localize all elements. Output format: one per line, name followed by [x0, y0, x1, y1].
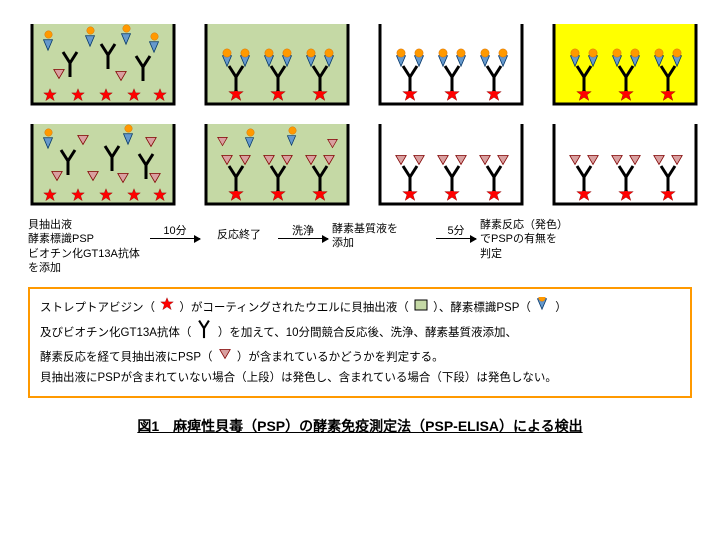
well-r1c2	[202, 20, 352, 110]
arrow3-label: 5分	[447, 222, 464, 238]
well-r1c1	[28, 20, 178, 110]
well-r2c1	[28, 120, 178, 210]
well-r2c3	[376, 120, 526, 210]
legend-text: ）	[555, 302, 567, 314]
figure-title: 図1 麻痺性貝毒（PSP）の酵素免疫測定法（PSP-ELISA）による検出	[20, 416, 700, 436]
arrow-icon	[278, 238, 328, 239]
arrow-icon	[150, 238, 200, 239]
psp-blue-icon	[536, 297, 550, 319]
arrow2-label: 洗浄	[292, 222, 314, 238]
wells-grid	[28, 20, 700, 210]
legend-line4: 貝抽出液にPSPが含まれていない場合（上段）は発色し、含まれている場合（下段）は…	[40, 368, 680, 389]
step2-label: 反応終了	[204, 228, 274, 242]
triangle-pink-icon	[218, 347, 232, 368]
legend-text: 及びビオチン化GT13A抗体（	[40, 327, 191, 339]
step1-label: 貝抽出液 酵素標識PSP ビオチン化GT13A抗体 を添加	[28, 218, 146, 275]
well-green-icon	[414, 298, 428, 319]
legend-line2: 及びビオチン化GT13A抗体（ ）を加えて、10分間競合反応後、洗浄、酵素基質液…	[40, 319, 680, 347]
legend-text: ストレプトアビジン（	[40, 302, 155, 314]
arrow-icon	[436, 238, 476, 239]
legend-line3: 酵素反応を経て貝抽出液にPSP（ ）が含まれているかどうかを判定する。	[40, 347, 680, 368]
well-r2c4	[550, 120, 700, 210]
legend-box: ストレプトアビジン（ ）がコーティングされたウエルに貝抽出液（ ）、酵素標識PS…	[28, 287, 692, 398]
step4-label: 酵素反応（発色） でPSPの有無を 判定	[480, 218, 610, 261]
legend-text: 酵素反応を経て貝抽出液にPSP（	[40, 351, 213, 363]
legend-text: ）がコーティングされたウエルに貝抽出液（	[179, 302, 408, 314]
antibody-icon	[197, 319, 213, 347]
star-icon	[160, 297, 174, 319]
well-r2c2	[202, 120, 352, 210]
arrow1-label: 10分	[163, 222, 186, 238]
steps-row: 貝抽出液 酵素標識PSP ビオチン化GT13A抗体 を添加 10分 反応終了 洗…	[28, 218, 700, 275]
legend-text: ）が含まれているかどうかを判定する。	[237, 351, 444, 363]
legend-text: ）を加えて、10分間競合反応後、洗浄、酵素基質液添加、	[218, 327, 517, 339]
legend-line1: ストレプトアビジン（ ）がコーティングされたウエルに貝抽出液（ ）、酵素標識PS…	[40, 297, 680, 319]
legend-text: ）、酵素標識PSP（	[433, 302, 531, 314]
well-r1c4	[550, 20, 700, 110]
step3-label: 酵素基質液を 添加	[332, 222, 432, 251]
well-r1c3	[376, 20, 526, 110]
